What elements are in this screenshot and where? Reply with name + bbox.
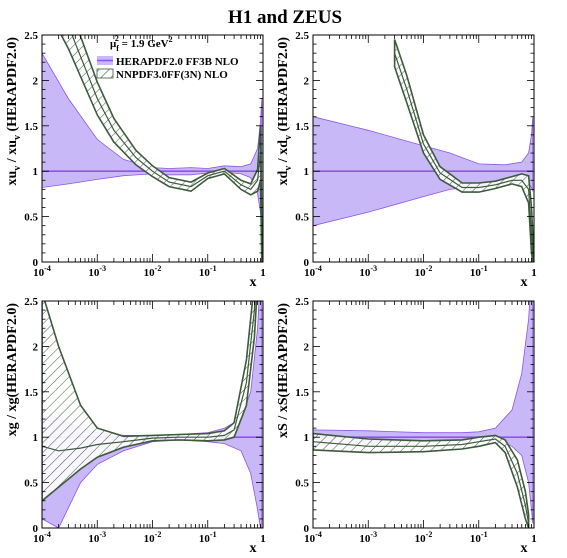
panel-0-xtick-label: 10-4 (33, 264, 51, 279)
panel-2-xtick-label: 10-1 (199, 530, 217, 545)
panel-2-xtick-label: 1 (260, 533, 266, 545)
panel-3-ylabel: xS / xS(HERAPDF2.0) (276, 303, 291, 438)
panel-1-xtick-label: 10-1 (470, 264, 488, 279)
panel-2-ylabel: xg / xg(HERAPDF2.0) (5, 303, 20, 437)
panel-1-ylabel: xdv / xdv (HERAPDF2.0) (276, 37, 294, 186)
legend-entry-nnpdf: NNPDF3.0FF(3N) NLO (116, 69, 228, 81)
legend-entry-herapdf: HERAPDF2.0 FF3B NLO (116, 56, 239, 68)
panel-0-xtick-label: 10-2 (144, 264, 162, 279)
panel-3-plot-area (313, 301, 534, 528)
panel-2-xtick-label: 10-4 (33, 530, 51, 545)
panel-3-frame (312, 300, 535, 529)
legend-scale-value: = 1.9 GeV (119, 38, 169, 50)
panel-3-ytick-label: 2.5 (295, 296, 309, 308)
panel-2-ytick-label: 2 (33, 341, 39, 353)
panel-3-ytick-label: 0.5 (295, 478, 309, 490)
panel-3-xtick-label: 10-3 (359, 530, 377, 545)
panel-1-ytick-label: 0.5 (295, 212, 309, 224)
panel-2-ytick-label: 2.5 (24, 296, 38, 308)
panel-0-ytick-label: 0 (33, 257, 39, 269)
panel-2-xlabel: x (250, 541, 257, 556)
legend-swatch-nnpdf (96, 68, 114, 79)
panel-1-ytick-label: 1.5 (295, 121, 309, 133)
panel-3-herapdf-band (313, 301, 534, 524)
panel-1-xtick-label: 10-4 (304, 264, 322, 279)
legend-scale-label: μf2 = 1.9 GeV2 (110, 34, 173, 53)
legend-scale-mu: μ (110, 38, 117, 50)
panel-0-ytick-label: 0.5 (24, 212, 38, 224)
panel-3-xtick-label: 10-4 (304, 530, 322, 545)
panel-3-xtick-label: 10-1 (470, 530, 488, 545)
panel-3-xtick-label: 10-2 (415, 530, 433, 545)
panel-0-xtick-label: 10-1 (199, 264, 217, 279)
panel-1-xlabel: x (521, 275, 528, 290)
panel-0-xlabel: x (250, 275, 257, 290)
panel-1-ytick-label: 1 (304, 166, 310, 178)
panel-3-ytick-label: 0 (304, 523, 310, 535)
panel-3-nnpdf-central (313, 438, 530, 524)
panel-2-nnpdf-band (42, 301, 258, 502)
panel-2-ytick-label: 1.5 (24, 387, 38, 399)
panel-2-ytick-label: 0 (33, 523, 39, 535)
legend-scale-sup: 2 (115, 34, 119, 43)
panel-1-xtick-label: 10-3 (359, 264, 377, 279)
panel-1-xtick-label: 10-2 (415, 264, 433, 279)
legend: μf2 = 1.9 GeV2 HERAPDF2.0 FF3B NLO NNPDF… (96, 34, 239, 81)
panel-1-ytick-label: 0 (304, 257, 310, 269)
panel-0-ytick-label: 2 (33, 75, 39, 87)
panel-2-nnpdf-central (42, 301, 256, 452)
panel-0-nnpdf-central (71, 35, 263, 258)
legend-scale-unit-sup: 2 (169, 35, 173, 44)
panel-1-ytick-label: 2.5 (295, 30, 309, 42)
panel-2-xtick-label: 10-2 (144, 530, 162, 545)
panel-1-plot-area (313, 39, 534, 262)
panel-3-ytick-label: 2 (304, 341, 310, 353)
panel-1-nnpdf-central (394, 53, 534, 258)
panel-1-ytick-label: 2 (304, 75, 310, 87)
panel-3-xlabel: x (521, 541, 528, 556)
figure-title: H1 and ZEUS (228, 7, 342, 28)
panel-0-ytick-label: 1.5 (24, 121, 38, 133)
panel-2-herapdf-band (42, 301, 263, 528)
panel-0-ytick-label: 1 (33, 166, 39, 178)
panel-1-nnpdf-band (393, 39, 534, 262)
panel-0-ylabel: xuv / xuv (HERAPDF2.0) (5, 37, 23, 186)
panel-3-ytick-label: 1.5 (295, 387, 309, 399)
panel-3-xtick-label: 1 (531, 533, 537, 545)
panel-2-ytick-label: 0.5 (24, 478, 38, 490)
panel-3-ytick-label: 1 (304, 432, 310, 444)
panel-0-ytick-label: 2.5 (24, 30, 38, 42)
panel-2-xtick-label: 10-3 (88, 530, 106, 545)
panel-3-nnpdf-band (313, 432, 530, 528)
panel-1-xtick-label: 1 (531, 267, 537, 279)
panel-0-xtick-label: 1 (260, 267, 266, 279)
panel-0-xtick-label: 10-3 (88, 264, 106, 279)
panel-2-ytick-label: 1 (33, 432, 39, 444)
legend-scale-sub: f (116, 44, 119, 53)
